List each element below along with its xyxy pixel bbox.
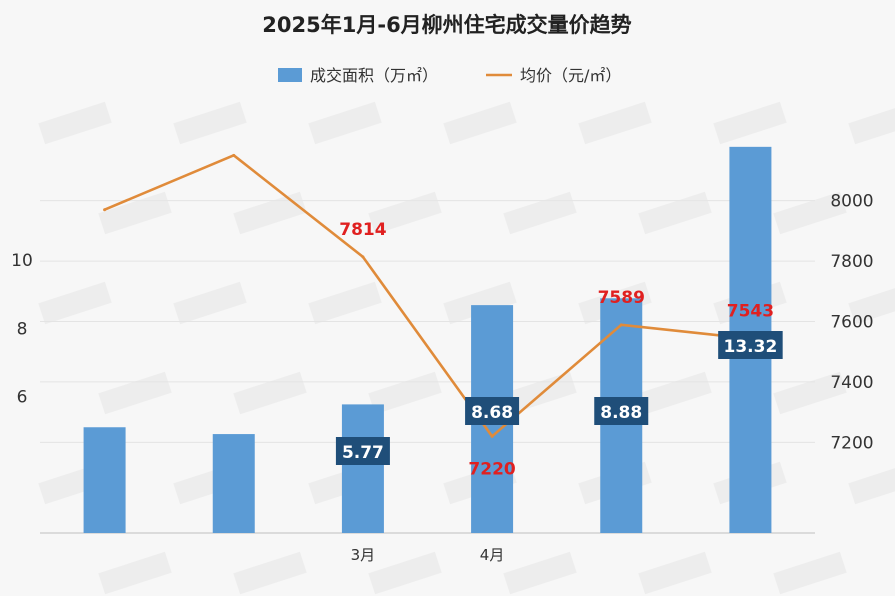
bar-data-label: 13.32 xyxy=(724,337,778,357)
x-axis-tick: 4月 xyxy=(480,546,505,564)
bar-label-box xyxy=(465,397,520,425)
line-data-labels: 7814 7220 7589 7543 xyxy=(339,220,774,479)
watermark-mark xyxy=(848,101,895,145)
watermark-mark xyxy=(308,101,382,145)
watermark-mark xyxy=(173,281,247,325)
line-data-label: 7814 xyxy=(339,220,386,240)
line-point xyxy=(103,208,107,212)
legend-label-bar: 成交面积（万㎡） xyxy=(310,66,438,85)
bar xyxy=(83,427,126,533)
left-axis-tick: 6 xyxy=(17,388,28,408)
price-line xyxy=(104,154,751,438)
watermark-mark xyxy=(233,371,307,415)
left-axis-tick: 8 xyxy=(17,319,28,339)
x-axis-tick: 3月 xyxy=(351,546,376,564)
bar-data-label: 8.68 xyxy=(471,403,513,423)
watermark-mark xyxy=(578,101,652,145)
watermark-mark xyxy=(368,551,442,595)
watermark-mark xyxy=(638,371,712,415)
watermark-mark xyxy=(173,101,247,145)
right-axis-tick: 7400 xyxy=(830,373,873,393)
right-axis-tick: 8000 xyxy=(830,192,873,212)
watermark-mark xyxy=(848,281,895,325)
right-axis-tick: 7800 xyxy=(830,252,873,272)
watermark-mark xyxy=(308,281,382,325)
right-axis: 7200 7400 7600 7800 8000 xyxy=(830,192,873,454)
left-axis-tick: 10 xyxy=(11,251,33,271)
watermark-mark xyxy=(503,551,577,595)
watermark-mark xyxy=(98,191,172,235)
right-axis-tick: 7600 xyxy=(830,313,873,333)
watermark-mark xyxy=(98,371,172,415)
left-axis: 6 8 10 xyxy=(11,251,33,407)
bar-data-labels: 5.77 8.68 8.88 13.32 xyxy=(335,331,783,465)
bar-label-box xyxy=(718,331,783,359)
watermark-mark xyxy=(773,371,847,415)
watermark-mark xyxy=(713,101,787,145)
watermark-mark xyxy=(638,191,712,235)
watermark-mark xyxy=(368,191,442,235)
watermark-mark xyxy=(848,461,895,505)
bar xyxy=(212,434,255,533)
watermark-mark xyxy=(38,281,112,325)
bar-data-label: 5.77 xyxy=(342,443,384,463)
watermark-mark xyxy=(38,101,112,145)
chart-title: 2025年1月-6月柳州住宅成交量价趋势 xyxy=(262,13,631,37)
watermark-mark xyxy=(98,551,172,595)
bar-data-label: 8.88 xyxy=(600,403,642,423)
line-data-label: 7220 xyxy=(468,459,515,479)
watermark-mark xyxy=(773,191,847,235)
bar xyxy=(341,404,384,533)
right-axis-tick: 7200 xyxy=(830,433,873,453)
line-point xyxy=(619,323,623,327)
watermark-mark xyxy=(638,551,712,595)
legend: 成交面积（万㎡） 均价（元/㎡） xyxy=(278,66,621,85)
gridlines xyxy=(40,200,815,534)
watermark-mark xyxy=(443,281,517,325)
watermark-mark xyxy=(233,551,307,595)
legend-swatch-bar xyxy=(278,68,302,82)
watermark-mark xyxy=(443,101,517,145)
watermark-mark xyxy=(503,191,577,235)
line-point xyxy=(232,153,236,157)
watermark-mark xyxy=(233,191,307,235)
bar-label-box xyxy=(594,397,649,425)
legend-label-line: 均价（元/㎡） xyxy=(520,66,621,85)
line-point xyxy=(361,255,365,259)
x-axis: 3月 4月 xyxy=(351,546,505,564)
watermark-mark xyxy=(773,551,847,595)
line-data-label: 7543 xyxy=(727,302,774,322)
line-data-label: 7589 xyxy=(598,288,645,308)
bar-label-box xyxy=(335,437,390,465)
line-point xyxy=(490,434,494,438)
